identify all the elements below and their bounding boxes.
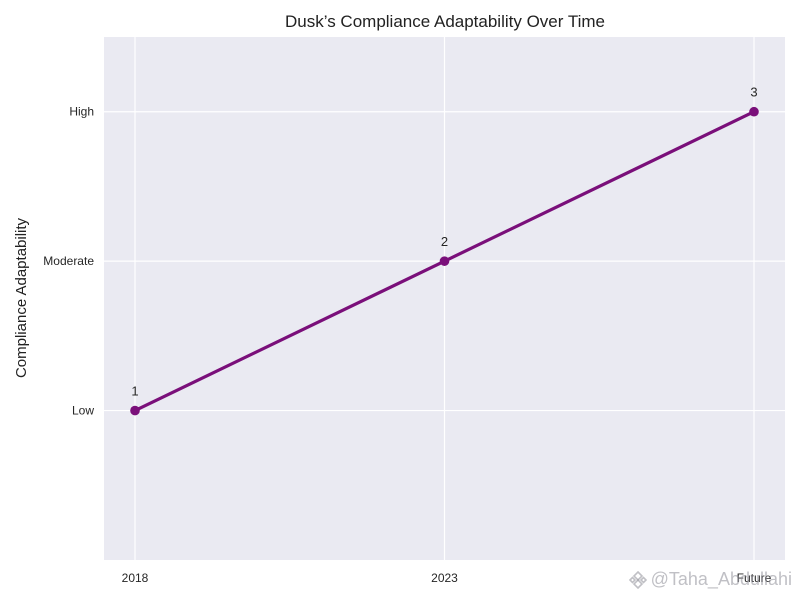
data-label: 2 (441, 234, 448, 249)
data-point (130, 405, 140, 416)
grid-lines (104, 37, 785, 560)
chart-title: Dusk’s Compliance Adaptability Over Time (285, 12, 605, 31)
x-tick-label: 2018 (122, 571, 149, 585)
data-point (749, 106, 759, 117)
y-tick-label: High (69, 105, 94, 119)
y-tick-label: Low (72, 404, 94, 418)
tick-label-layer: 2018 2023 Future Low Moderate High (43, 105, 771, 585)
data-label-layer: 1 2 3 (131, 85, 757, 399)
x-tick-label: 2023 (431, 571, 458, 585)
y-axis-label: Compliance Adaptability (13, 217, 30, 378)
x-tick-label: Future (737, 571, 772, 585)
data-point (439, 256, 450, 266)
data-label: 1 (131, 384, 138, 399)
series-layer (130, 106, 759, 416)
data-label: 3 (750, 85, 757, 100)
y-tick-label: Moderate (43, 254, 94, 268)
